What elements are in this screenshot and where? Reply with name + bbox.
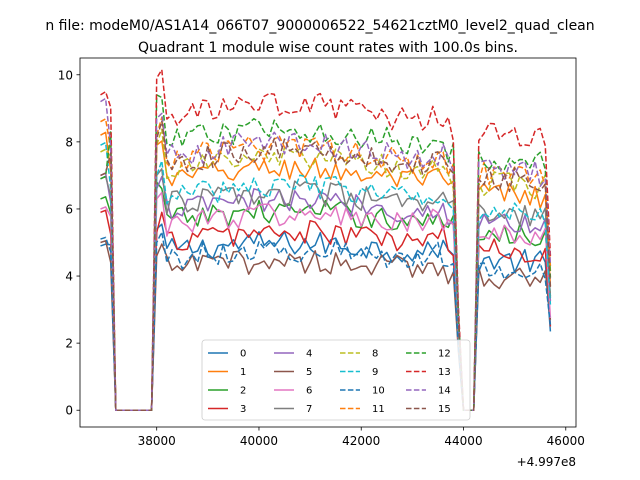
series-line-9 <box>100 141 552 411</box>
plot-frame <box>79 57 577 428</box>
chart-title: Quadrant 1 module wise count rates with … <box>138 40 518 56</box>
y-tick-label: 6 <box>65 202 73 216</box>
x-tick-label: 46000 <box>547 434 585 448</box>
legend-label-1: 1 <box>240 367 246 378</box>
y-tick-label: 2 <box>65 337 73 351</box>
x-tick-label: 40000 <box>240 434 278 448</box>
y-tick-label: 0 <box>65 404 73 418</box>
series-line-14 <box>100 97 552 411</box>
series-line-15 <box>100 120 552 411</box>
legend-label-5: 5 <box>306 367 312 378</box>
x-axis-offset-label: +4.997e8 <box>517 455 576 469</box>
x-tick-label: 38000 <box>138 434 176 448</box>
legend-box <box>201 339 471 421</box>
x-tick-label: 42000 <box>342 434 380 448</box>
legend-label-11: 11 <box>372 404 385 415</box>
legend-label-2: 2 <box>240 386 246 397</box>
legend-label-3: 3 <box>240 404 246 415</box>
legend-label-14: 14 <box>438 386 451 397</box>
legend-label-13: 13 <box>438 367 451 378</box>
x-tick-label: 44000 <box>444 434 482 448</box>
legend-label-9: 9 <box>372 367 378 378</box>
figure-suptitle: n file: modeM0/AS1A14_066T07_9000006522_… <box>45 18 594 34</box>
y-tick-label: 8 <box>65 135 73 149</box>
legend-label-12: 12 <box>438 349 451 360</box>
legend-label-6: 6 <box>306 386 312 397</box>
y-tick-label: 4 <box>65 270 73 284</box>
legend-label-10: 10 <box>372 386 385 397</box>
legend-label-8: 8 <box>372 349 378 360</box>
y-tick-label: 10 <box>58 68 73 82</box>
legend-label-0: 0 <box>240 349 246 360</box>
legend-label-15: 15 <box>438 404 451 415</box>
legend-label-7: 7 <box>306 404 312 415</box>
legend-label-4: 4 <box>306 349 312 360</box>
